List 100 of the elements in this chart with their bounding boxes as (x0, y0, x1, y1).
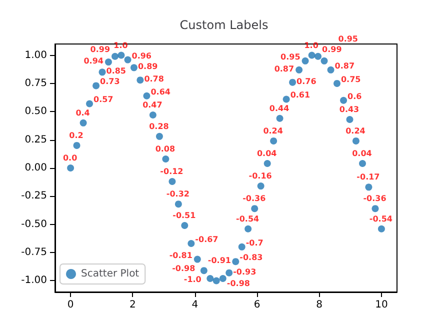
point (206, 274, 214, 282)
legend-label: Scatter Plot (81, 268, 140, 280)
data-label: 0.24 (346, 126, 366, 136)
data-label: 0.95 (280, 52, 301, 62)
point (118, 52, 125, 59)
data-label: 0.89 (138, 62, 158, 72)
data-label: -0.17 (356, 172, 380, 182)
point (200, 267, 208, 274)
point (143, 92, 150, 100)
x-tick-label: 10 (375, 300, 388, 310)
point (257, 182, 264, 190)
point (340, 96, 348, 104)
data-label: 0.99 (322, 44, 342, 54)
data-label: 0.87 (274, 64, 294, 74)
y-tick-label: -0.25 (21, 190, 47, 202)
data-label: 0.24 (263, 126, 284, 136)
data-label: -0.81 (169, 250, 193, 260)
point (226, 269, 233, 276)
point (244, 225, 252, 232)
x-tick-label: 8 (316, 300, 322, 310)
x-tick-label: 0 (67, 300, 74, 310)
point (308, 52, 316, 59)
point (212, 277, 220, 284)
point (276, 114, 284, 122)
data-label: 0.08 (155, 144, 176, 154)
data-label: 0.61 (290, 90, 310, 100)
data-label: 0.57 (94, 95, 114, 104)
point (156, 132, 163, 140)
y-tick-label: 0.50 (24, 106, 47, 118)
y-tick-label: -0.75 (21, 247, 47, 258)
data-label: 0.73 (100, 77, 120, 86)
point (378, 225, 385, 232)
point (136, 76, 144, 84)
data-label: -0.83 (240, 253, 263, 262)
data-label: 0.64 (150, 87, 171, 96)
data-label: -0.67 (195, 235, 218, 244)
data-label: -0.12 (160, 167, 184, 176)
point (296, 66, 303, 74)
point (365, 184, 372, 191)
point (289, 78, 296, 86)
point (264, 160, 271, 167)
data-label: -0.36 (363, 194, 387, 204)
data-label: -0.54 (369, 214, 393, 224)
data-label: 0.28 (149, 122, 170, 131)
point (282, 96, 290, 103)
point (320, 57, 328, 64)
point (327, 66, 334, 74)
chart-title: Custom Labels (180, 18, 268, 32)
point (194, 256, 201, 263)
data-label: 0.75 (340, 74, 362, 84)
y-tick-label: 1.00 (24, 50, 47, 61)
data-label: -0.54 (236, 214, 260, 224)
point (181, 222, 188, 229)
point (334, 80, 340, 87)
data-label: 0.78 (144, 74, 164, 84)
point (358, 160, 366, 167)
point (124, 56, 132, 64)
data-label: -0.16 (248, 172, 272, 181)
data-label: -0.91 (208, 256, 232, 266)
point (270, 137, 278, 144)
data-label: 0.47 (142, 100, 162, 110)
point (352, 137, 360, 144)
point (188, 240, 195, 248)
point (112, 52, 119, 60)
y-tick-label: 0.25 (24, 134, 47, 146)
data-label: -0.98 (172, 264, 196, 273)
data-label: 0.87 (334, 61, 355, 70)
data-label: 0.04 (256, 148, 278, 158)
point (302, 57, 309, 64)
point (80, 119, 87, 126)
point (98, 68, 106, 76)
point (314, 52, 322, 60)
data-label: -0.32 (166, 190, 190, 199)
point (162, 155, 170, 162)
point (149, 112, 156, 119)
point (251, 205, 258, 212)
point (92, 82, 100, 90)
data-label: 0.43 (339, 105, 360, 114)
point (232, 258, 240, 266)
point (67, 164, 74, 172)
point (174, 200, 182, 208)
data-label: 0.99 (90, 44, 110, 54)
data-label: 0.44 (269, 104, 290, 113)
point (73, 142, 80, 149)
x-tick-label: 4 (192, 300, 198, 310)
point (104, 58, 112, 66)
point (372, 205, 379, 212)
point (238, 243, 246, 250)
y-tick-label: -1.00 (21, 275, 47, 286)
data-label: -0.98 (226, 278, 250, 288)
data-label: 0.94 (84, 56, 104, 66)
x-tick-label: 6 (254, 300, 260, 310)
point (219, 274, 226, 282)
data-label: 0.2 (69, 130, 84, 140)
data-label: -0.36 (242, 194, 266, 204)
data-label: -0.51 (172, 210, 196, 220)
data-label: 0.0 (62, 154, 78, 162)
data-label: 0.85 (106, 66, 126, 76)
data-label: 0.04 (352, 148, 372, 158)
point (130, 64, 138, 72)
